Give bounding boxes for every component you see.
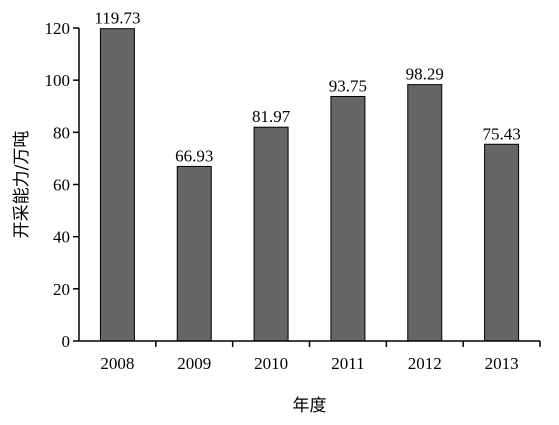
bar-2011	[330, 95, 366, 342]
y-tick-label: 60	[53, 176, 70, 195]
bar-2013	[484, 143, 520, 342]
bar-2009	[176, 165, 212, 342]
x-tick-label-2012: 2012	[408, 354, 442, 373]
x-tick-label-2010: 2010	[254, 354, 288, 373]
y-tick-label: 80	[53, 123, 70, 142]
y-tick-label: 20	[53, 280, 70, 299]
value-label-2010: 81.97	[252, 107, 291, 126]
bar-2010	[253, 126, 289, 342]
bar-2008	[99, 28, 135, 342]
bar-2012	[407, 84, 443, 342]
value-label-2009: 66.93	[175, 146, 213, 165]
y-tick-label: 120	[45, 19, 71, 38]
value-label-2011: 93.75	[329, 76, 367, 95]
x-tick-label-2011: 2011	[331, 354, 364, 373]
x-axis-ticks: 2008 2009 2010 2011 2012 2013	[100, 341, 541, 373]
value-label-2013: 75.43	[482, 124, 520, 143]
x-tick-label-2008: 2008	[100, 354, 134, 373]
x-tick-label-2009: 2009	[177, 354, 211, 373]
value-label-2012: 98.29	[406, 65, 444, 84]
y-tick-label: 40	[53, 228, 70, 247]
y-tick-label: 0	[62, 332, 71, 351]
value-labels: 119.73 66.93 81.97 93.75 98.29 75.43	[94, 9, 520, 166]
x-axis-title: 年度	[293, 396, 327, 416]
y-axis-ticks: 0 20 40 60 80 100 120	[45, 19, 79, 351]
bars	[99, 28, 520, 342]
y-axis-title: 开采能力/万吨	[12, 131, 32, 239]
y-tick-label: 100	[45, 71, 71, 90]
value-label-2008: 119.73	[94, 9, 140, 28]
x-tick-label-2013: 2013	[485, 354, 519, 373]
